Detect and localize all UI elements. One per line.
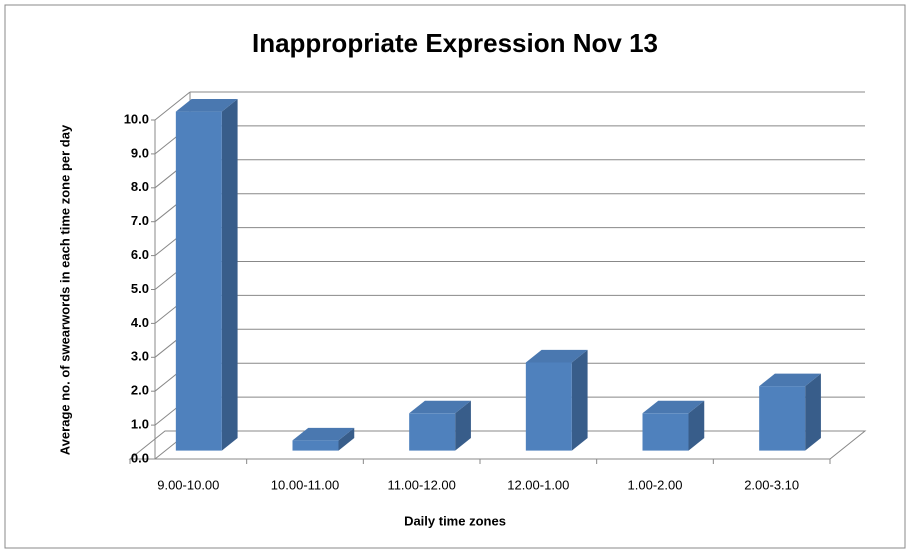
y-tick-label: 5.0	[131, 281, 149, 296]
bar-top	[409, 400, 471, 414]
x-tick-label: 2.00-3.10	[744, 477, 799, 492]
bar-top	[642, 400, 705, 414]
y-tick-label: 0.0	[131, 450, 149, 465]
y-tick-label: 10.0	[124, 111, 149, 126]
y-tick-label: 1.0	[131, 417, 149, 432]
bar-top	[759, 373, 821, 387]
bar-side	[338, 427, 355, 451]
bar-side	[221, 99, 238, 451]
y-tick-label: 7.0	[131, 213, 149, 228]
bar	[642, 413, 689, 451]
y-tick-label: 8.0	[131, 179, 149, 194]
x-tick-label: 11.00-12.00	[387, 477, 455, 492]
bar-side	[455, 400, 471, 451]
bar	[759, 386, 806, 451]
chart-title: Inappropriate Expression Nov 13	[252, 28, 658, 58]
x-tick-label: 9.00-10.00	[157, 477, 219, 492]
y-tick-label: 3.0	[131, 349, 149, 364]
x-tick-label: 1.00-2.00	[628, 477, 683, 492]
y-tick-label: 9.0	[131, 145, 149, 160]
y-axis-label: Average no. of swearwords in each time z…	[57, 124, 72, 455]
bar	[292, 440, 339, 451]
bar-top	[292, 427, 355, 441]
chart-border	[4, 4, 906, 549]
grid-line	[154, 91, 191, 121]
y-tick-label: 6.0	[131, 247, 149, 262]
y-tick-label: 4.0	[131, 315, 149, 330]
x-axis-label: Daily time zones	[404, 513, 506, 528]
x-tick-label: 12.00-1.00	[507, 477, 569, 492]
bar-side	[805, 373, 821, 451]
bar	[525, 362, 572, 451]
y-tick-label: 2.0	[131, 383, 149, 398]
bar-top	[175, 99, 238, 112]
bar-side	[688, 400, 705, 451]
bar	[175, 111, 222, 451]
bar-side	[571, 349, 588, 451]
bar	[409, 413, 456, 451]
bar-top	[525, 349, 588, 363]
x-tick-label: 10.00-11.00	[271, 477, 339, 492]
